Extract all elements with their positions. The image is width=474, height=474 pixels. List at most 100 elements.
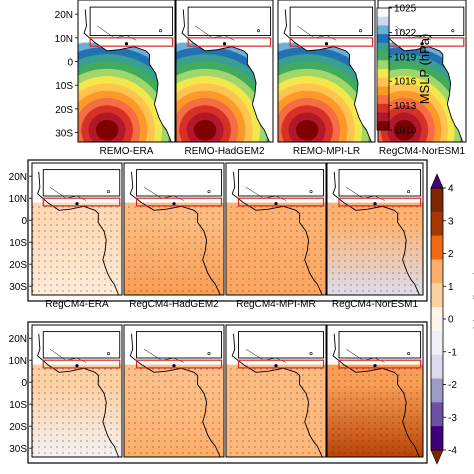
region-box: [237, 197, 325, 207]
mslp-contour-band: [193, 119, 217, 141]
colorbar-segment: [377, 69, 389, 79]
region-box: [237, 359, 325, 369]
lake-feature: [172, 202, 176, 206]
colorbar-segment: [431, 330, 443, 356]
map-panel: [123, 324, 225, 458]
panel-label: RegCM4-HadGEM2: [129, 299, 219, 310]
region-box: [338, 359, 422, 369]
lake-chad: [207, 190, 211, 194]
colorbar-segment: [431, 283, 443, 308]
inset-box: [238, 169, 324, 197]
coastline: [37, 333, 120, 457]
colorbar-segment: [431, 402, 443, 427]
lat-tick-label: 20N: [55, 10, 73, 21]
colorbar-tick-label: -3: [448, 413, 457, 424]
colorbar-segment: [431, 235, 443, 260]
coastline: [83, 9, 172, 142]
lake-chad: [309, 352, 313, 356]
inset-box: [42, 169, 121, 197]
map-panel: RegCM4-NorESM1: [326, 162, 424, 310]
lake-feature: [373, 364, 377, 368]
lat-tick-label: 30S: [9, 444, 27, 455]
region-box: [42, 359, 121, 369]
lat-tick-label: 20S: [55, 105, 73, 116]
panel-frame: [175, 0, 274, 143]
lat-tick-label: 0: [21, 216, 27, 227]
colorbar-tick-label: 1: [448, 282, 454, 293]
mslp-contour-band: [393, 119, 415, 141]
panel-label: REMO-ERA: [100, 146, 154, 157]
panel-frame: [326, 324, 424, 458]
colorbar-segment: [377, 103, 389, 113]
coastline: [37, 171, 120, 295]
lake-chad: [407, 352, 411, 356]
map-panel: RegCM4-HadGEM2: [123, 162, 225, 310]
bias-row-frame: [27, 321, 428, 464]
panel-frame: [326, 162, 424, 296]
colorbar-segment: [377, 34, 389, 44]
inset-box: [136, 331, 222, 359]
inset-box: [289, 6, 374, 36]
lat-tick-label: 0: [21, 378, 27, 389]
lake-chad: [158, 29, 162, 33]
lake-feature: [124, 42, 129, 46]
mslp-contour-band: [95, 119, 119, 141]
region-box: [42, 197, 121, 207]
coastline: [231, 171, 323, 295]
lake-feature: [274, 202, 278, 206]
coastline: [129, 333, 221, 457]
colorbar-arrow-top: [430, 173, 444, 189]
colorbar-tick-label: -4: [448, 446, 457, 457]
panel-label: REMO-HadGEM2: [184, 146, 264, 157]
panel-label: REMO-MPI-LR: [293, 146, 360, 157]
colorbar-segment: [377, 51, 389, 61]
lake-feature: [324, 42, 329, 46]
panel-label: RegCM4-MPI-MR: [236, 299, 315, 310]
panel-grid: REMO-ERA REMO-HadGEM2 REMO-MPI-LR RegCM4-No…: [27, 0, 467, 464]
colorbar-tick-label: 1022: [394, 28, 417, 39]
lake-feature: [373, 202, 377, 206]
coastline: [129, 171, 221, 295]
colorbar-segment: [431, 354, 443, 379]
coastline: [382, 9, 464, 142]
panel-frame: [31, 324, 123, 458]
colorbar-frame: [376, 7, 390, 131]
region-box: [135, 359, 223, 369]
colorbar-segment: [377, 16, 389, 26]
bias-row-frame: [27, 159, 428, 302]
colorbar-label: MSLP bias (hPa): [471, 270, 474, 368]
lat-tick-label: 20S: [9, 422, 27, 433]
colorbar-segment: [377, 121, 389, 131]
colorbar-segment: [431, 426, 443, 451]
colorbar-arrow-bottom: [430, 449, 444, 465]
colorbar-tick-label: 1019: [394, 52, 417, 63]
colorbar-tick-label: 1013: [394, 101, 417, 112]
coastline: [283, 9, 372, 142]
lat-tick-label: 10S: [55, 81, 73, 92]
panel-frame: [123, 162, 225, 296]
mslp-colorbar: 1025 1022 1019 1016 1013 1010 MSLP (hPa): [376, 4, 432, 137]
lake-feature: [75, 364, 79, 368]
lat-tick-label: 10N: [55, 34, 73, 45]
colorbar-tick-label: 0: [448, 315, 454, 326]
colorbar-label: MSLP (hPa): [417, 34, 432, 105]
colorbar-segment: [377, 77, 389, 87]
lake-chad: [107, 190, 111, 194]
lat-tick-label: 20N: [9, 172, 27, 183]
panel-frame: [225, 162, 327, 296]
panel-label: RegCM4-NorESM1: [379, 146, 466, 157]
lake-chad: [107, 352, 111, 356]
map-panel: REMO-ERA: [77, 0, 176, 157]
map-panel: [326, 324, 424, 458]
colorbar-segment: [431, 259, 443, 284]
panel-frame: [123, 324, 225, 458]
latitude-axes: 20N 20N 20N 10N 10N 10N 0 0 0 10S 10S 10S 20S 20S 20S 3…: [9, 10, 78, 455]
region-box: [187, 37, 272, 47]
coastline: [181, 9, 270, 142]
colorbar-segment: [431, 307, 443, 332]
colorbar-tick-label: 1025: [394, 4, 417, 15]
panel-frame: [77, 0, 176, 143]
map-panel: RegCM4-MPI-MR: [225, 162, 327, 310]
lat-tick-label: 20S: [9, 260, 27, 271]
